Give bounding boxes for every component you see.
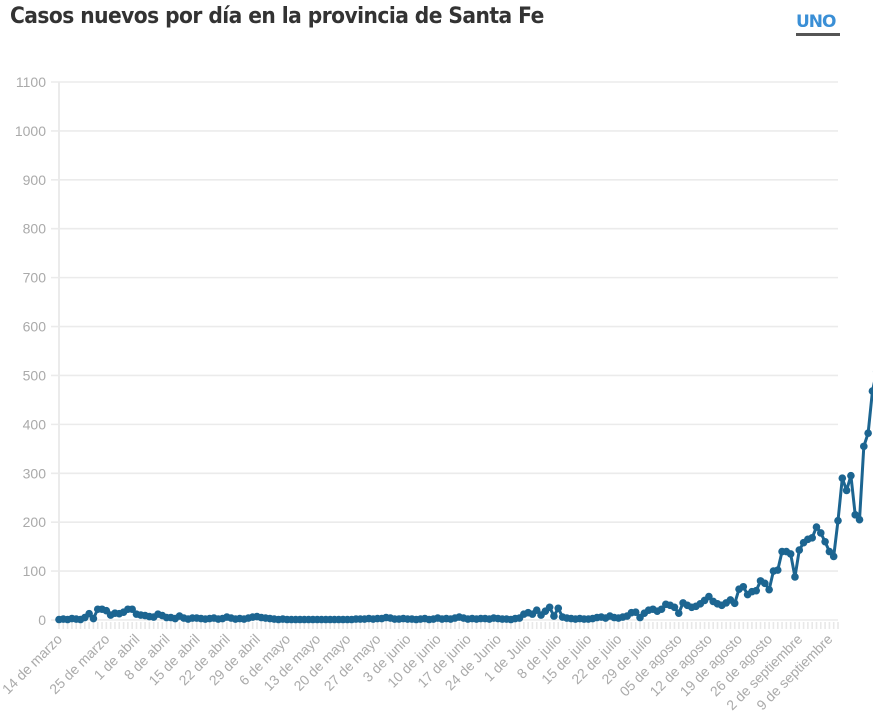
y-tick-label: 400: [23, 416, 47, 432]
data-point: [545, 603, 554, 612]
chart-title: Casos nuevos por día en la provincia de …: [10, 4, 544, 29]
data-point: [795, 546, 804, 554]
data-point: [842, 486, 851, 495]
data-point: [773, 566, 782, 574]
data-point: [705, 592, 713, 601]
y-axis-ticks: 0 100 200 300 400 500 600 700 800 900 1000 1100: [15, 74, 46, 628]
data-point: [868, 387, 873, 395]
data-point: [765, 585, 773, 594]
data-point: [128, 605, 136, 614]
data-point: [89, 614, 98, 623]
y-tick-label: 200: [23, 514, 47, 530]
data-point: [816, 529, 825, 537]
data-point: [847, 471, 855, 480]
data-point: [808, 534, 816, 542]
y-tick-label: 700: [23, 270, 47, 286]
y-tick-label: 1100: [16, 74, 46, 90]
y-tick-label: 500: [23, 367, 47, 383]
data-point: [834, 516, 842, 525]
data-point: [739, 582, 748, 591]
data-point: [864, 429, 872, 437]
data-point: [838, 474, 847, 482]
data-point: [752, 586, 761, 595]
data-point: [670, 603, 679, 612]
logo-underline: [796, 33, 840, 36]
y-tick-label: 100: [23, 563, 47, 579]
data-point: [657, 605, 666, 614]
data-point: [851, 511, 860, 519]
data-point: [532, 606, 541, 615]
series-line: [57, 381, 873, 622]
uno-logo: UNO: [796, 14, 842, 40]
data-point: [631, 608, 640, 616]
data-point: [554, 604, 563, 613]
data-point: [821, 537, 829, 546]
data-point: [829, 552, 838, 561]
data-point: [791, 573, 799, 581]
y-tick-label: 600: [23, 319, 47, 335]
y-tick-label: 900: [23, 172, 47, 188]
data-point: [855, 515, 864, 524]
data-point: [860, 442, 868, 451]
data-point: [786, 550, 795, 558]
data-point: [761, 579, 769, 588]
series-casos-nuevos: [55, 370, 873, 624]
data-point: [674, 609, 683, 617]
gridlines: [51, 81, 838, 626]
data-point: [812, 523, 821, 531]
y-tick-label: 1000: [15, 123, 46, 139]
data-point: [550, 612, 558, 620]
y-tick-label: 800: [23, 221, 47, 237]
y-tick-label: 300: [23, 465, 47, 481]
data-point: [85, 609, 93, 618]
data-point: [825, 547, 834, 556]
data-point: [730, 599, 739, 608]
logo-text: UNO: [796, 12, 836, 32]
y-tick-label: 0: [38, 612, 46, 628]
